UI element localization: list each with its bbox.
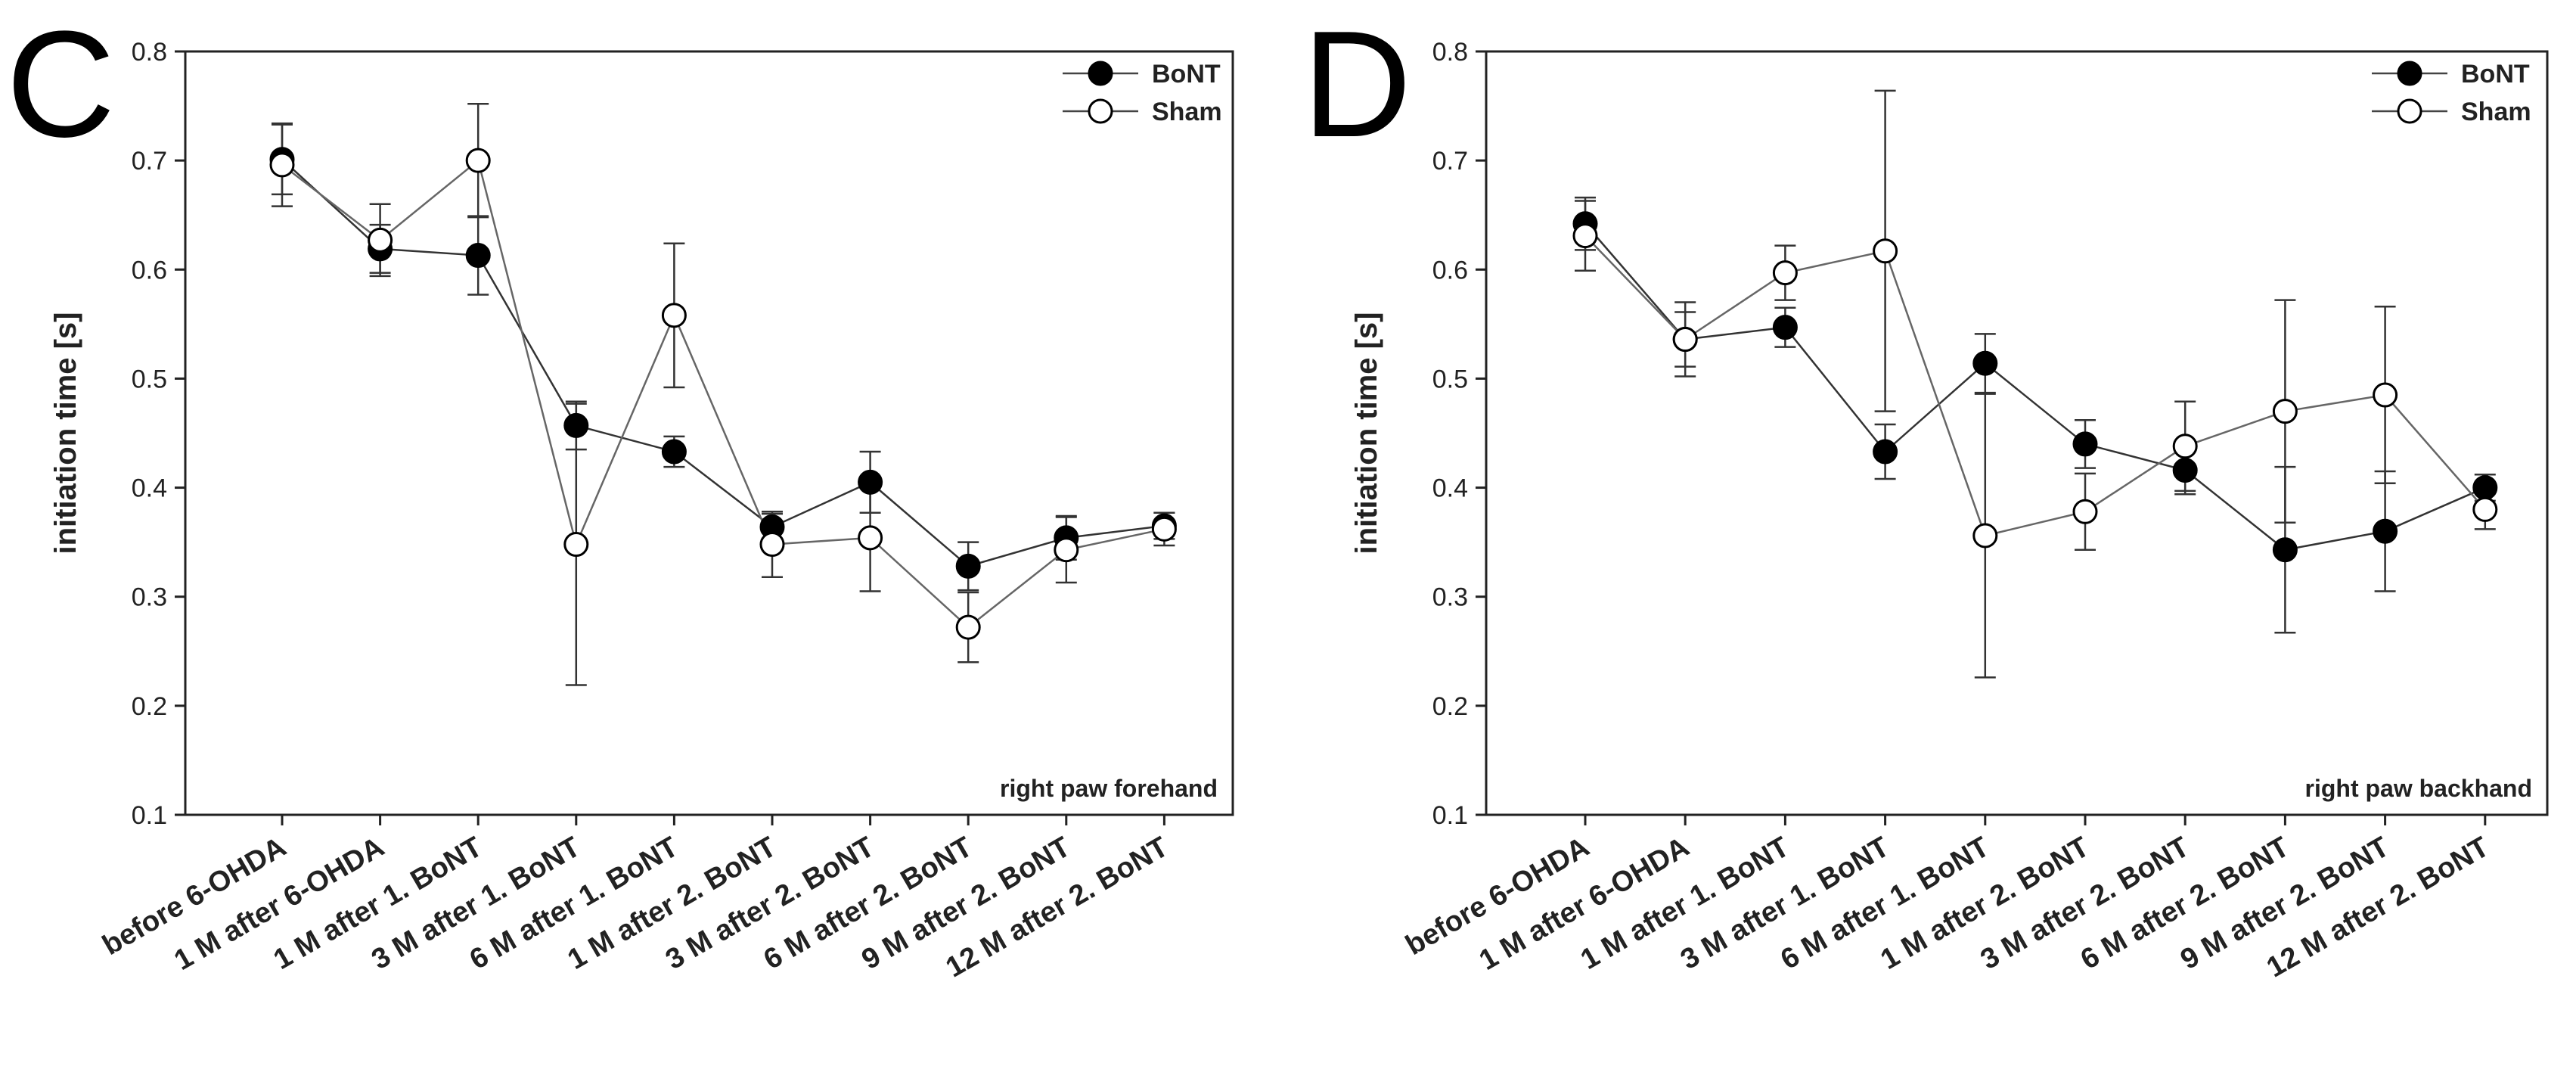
data-point-sham bbox=[2172, 434, 2198, 459]
data-point-sham bbox=[563, 532, 589, 558]
data-point-bont bbox=[2272, 537, 2298, 563]
data-point-bont bbox=[2072, 431, 2098, 457]
data-point-sham bbox=[1572, 223, 1598, 249]
plot-area-c: 0.1 0.2 0.3 0.4 0.5 0.6 0.7 0.8 initiation time … bbox=[49, 38, 1234, 984]
legend: BoNT Sham bbox=[1063, 60, 1222, 126]
data-point-sham bbox=[955, 614, 981, 640]
data-point-bont bbox=[465, 243, 491, 269]
data-point-sham bbox=[1151, 516, 1177, 542]
plot-frame bbox=[184, 50, 1234, 816]
data-point-sham bbox=[759, 532, 785, 558]
y-tick-label: 0.7 bbox=[1432, 147, 1468, 176]
legend: BoNT Sham bbox=[2372, 60, 2531, 126]
plot-area-d: 0.1 0.2 0.3 0.4 0.5 0.6 0.7 0.8 initiation time … bbox=[1350, 38, 2549, 984]
legend-marker-bont bbox=[2397, 61, 2422, 86]
data-point-sham bbox=[1054, 537, 1079, 563]
data-point-sham bbox=[465, 148, 491, 173]
y-tick-label: 0.6 bbox=[1432, 256, 1468, 284]
legend-label-sham: Sham bbox=[1152, 98, 1222, 126]
data-point-sham bbox=[1672, 327, 1698, 353]
data-point-bont bbox=[1972, 350, 1998, 376]
y-tick-label: 0.3 bbox=[1432, 583, 1468, 612]
data-point-sham bbox=[2373, 382, 2398, 408]
data-point-bont bbox=[1873, 439, 1898, 465]
panel-annotation: right paw forehand bbox=[1000, 775, 1218, 802]
data-point-bont bbox=[2373, 518, 2398, 544]
data-point-bont bbox=[955, 553, 981, 579]
data-point-sham bbox=[2272, 399, 2298, 424]
y-tick-label: 0.4 bbox=[132, 474, 167, 503]
panel-c: C 0.1 0.2 0.3 0.4 0.5 0.6 0.7 0.8 initiation tim… bbox=[6, 0, 1234, 984]
series-line-bont bbox=[281, 158, 1165, 567]
data-point-bont bbox=[563, 412, 589, 438]
data-point-bont bbox=[2172, 458, 2198, 483]
data-point-sham bbox=[1772, 260, 1798, 286]
legend-marker-bont bbox=[1088, 61, 1113, 86]
panel-letter-d: D bbox=[1302, 0, 1411, 169]
legend-label-bont: BoNT bbox=[2461, 60, 2530, 89]
series-line-sham bbox=[1584, 235, 2486, 537]
y-tick-label: 0.5 bbox=[132, 365, 167, 393]
y-tick-label: 0.8 bbox=[1432, 38, 1468, 67]
y-tick-label: 0.4 bbox=[1432, 474, 1468, 503]
data-point-bont bbox=[661, 439, 687, 465]
y-tick-label: 0.6 bbox=[132, 256, 167, 284]
data-point-sham bbox=[269, 152, 295, 178]
series-line-bont bbox=[1584, 222, 2486, 552]
legend-marker-sham bbox=[2397, 98, 2422, 124]
y-axis-title: initiation time [s] bbox=[49, 312, 82, 555]
series-line-sham bbox=[281, 158, 1165, 629]
data-point-sham bbox=[2472, 496, 2498, 522]
y-tick-label: 0.7 bbox=[132, 147, 167, 176]
data-point-sham bbox=[858, 525, 883, 551]
y-tick-label: 0.8 bbox=[132, 38, 167, 67]
y-tick-label: 0.2 bbox=[132, 692, 167, 721]
panel-d: D 0.1 0.2 0.3 0.4 0.5 0.6 0.7 0.8 initiation tim… bbox=[1302, 0, 2549, 984]
y-axis-title: initiation time [s] bbox=[1350, 312, 1383, 555]
y-tick-label: 0.1 bbox=[132, 801, 167, 830]
data-point-bont bbox=[2472, 475, 2498, 501]
data-point-bont bbox=[1772, 315, 1798, 340]
data-point-sham bbox=[2072, 499, 2098, 524]
plot-frame bbox=[1485, 50, 2549, 816]
legend-label-sham: Sham bbox=[2461, 98, 2531, 126]
y-tick-label: 0.5 bbox=[1432, 365, 1468, 393]
y-tick-label: 0.3 bbox=[132, 583, 167, 612]
legend-label-bont: BoNT bbox=[1152, 60, 1221, 89]
data-point-sham bbox=[1972, 523, 1998, 549]
data-point-sham bbox=[368, 227, 393, 253]
panel-letter-c: C bbox=[6, 0, 115, 169]
data-point-sham bbox=[661, 303, 687, 328]
y-tick-label: 0.2 bbox=[1432, 692, 1468, 721]
data-point-sham bbox=[1873, 238, 1898, 264]
legend-marker-sham bbox=[1088, 98, 1113, 124]
panel-annotation: right paw backhand bbox=[2305, 775, 2532, 802]
data-point-bont bbox=[858, 469, 883, 495]
y-tick-label: 0.1 bbox=[1432, 801, 1468, 830]
